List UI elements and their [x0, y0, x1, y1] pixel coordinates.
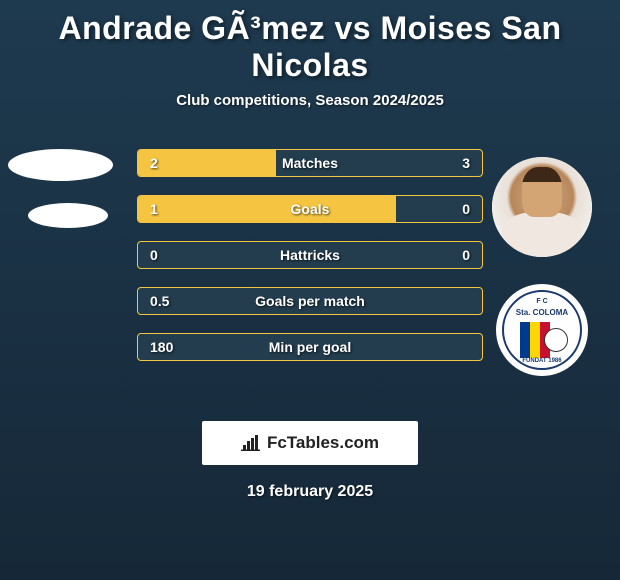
stat-bar: 2 Matches 3	[137, 149, 483, 177]
stat-value-right: 3	[462, 155, 470, 171]
stat-value-right: 0	[462, 201, 470, 217]
stat-label: Min per goal	[269, 339, 351, 355]
club-logo-ball-icon	[544, 328, 568, 352]
bar-chart-icon	[241, 435, 261, 451]
stat-bar: 1 Goals 0	[137, 195, 483, 223]
placeholder-ellipse-1	[8, 149, 113, 181]
stat-value-left: 0.5	[150, 293, 169, 309]
stat-value-left: 2	[150, 155, 158, 171]
snapshot-date: 19 february 2025	[0, 483, 620, 501]
branding-badge: FcTables.com	[202, 421, 418, 465]
stat-label: Goals per match	[255, 293, 365, 309]
club-logo: F C Sta. COLOMA FUNDAT 1986	[496, 284, 588, 376]
comparison-content: F C Sta. COLOMA FUNDAT 1986 2 Matches 3 1 Go…	[0, 149, 620, 409]
player-right-avatar-area	[492, 157, 592, 257]
stat-bar: 0 Hattricks 0	[137, 241, 483, 269]
club-logo-text-top: F C	[504, 298, 580, 305]
stat-value-left: 180	[150, 339, 173, 355]
placeholder-ellipse-2	[28, 203, 108, 228]
player-left-avatar-area	[8, 149, 113, 249]
stat-value-right: 0	[462, 247, 470, 263]
player-photo	[492, 157, 592, 257]
stat-label: Matches	[282, 155, 338, 171]
branding-text: FcTables.com	[267, 433, 379, 453]
stat-value-left: 1	[150, 201, 158, 217]
bar-fill-left	[138, 150, 276, 176]
stat-label: Goals	[291, 201, 330, 217]
stat-value-left: 0	[150, 247, 158, 263]
stat-label: Hattricks	[280, 247, 340, 263]
club-logo-text-bottom: FUNDAT 1986	[504, 358, 580, 364]
page-title: Andrade GÃ³mez vs Moises San Nicolas	[0, 10, 620, 84]
club-logo-text-mid: Sta. COLOMA	[504, 308, 580, 317]
stat-bar: 180 Min per goal	[137, 333, 483, 361]
stat-bar: 0.5 Goals per match	[137, 287, 483, 315]
page-subtitle: Club competitions, Season 2024/2025	[0, 92, 620, 109]
comparison-bars: 2 Matches 3 1 Goals 0 0 Hattricks 0 0.5 Goals per …	[137, 149, 483, 361]
header: Andrade GÃ³mez vs Moises San Nicolas Clu…	[0, 0, 620, 109]
bar-fill-left	[138, 196, 396, 222]
